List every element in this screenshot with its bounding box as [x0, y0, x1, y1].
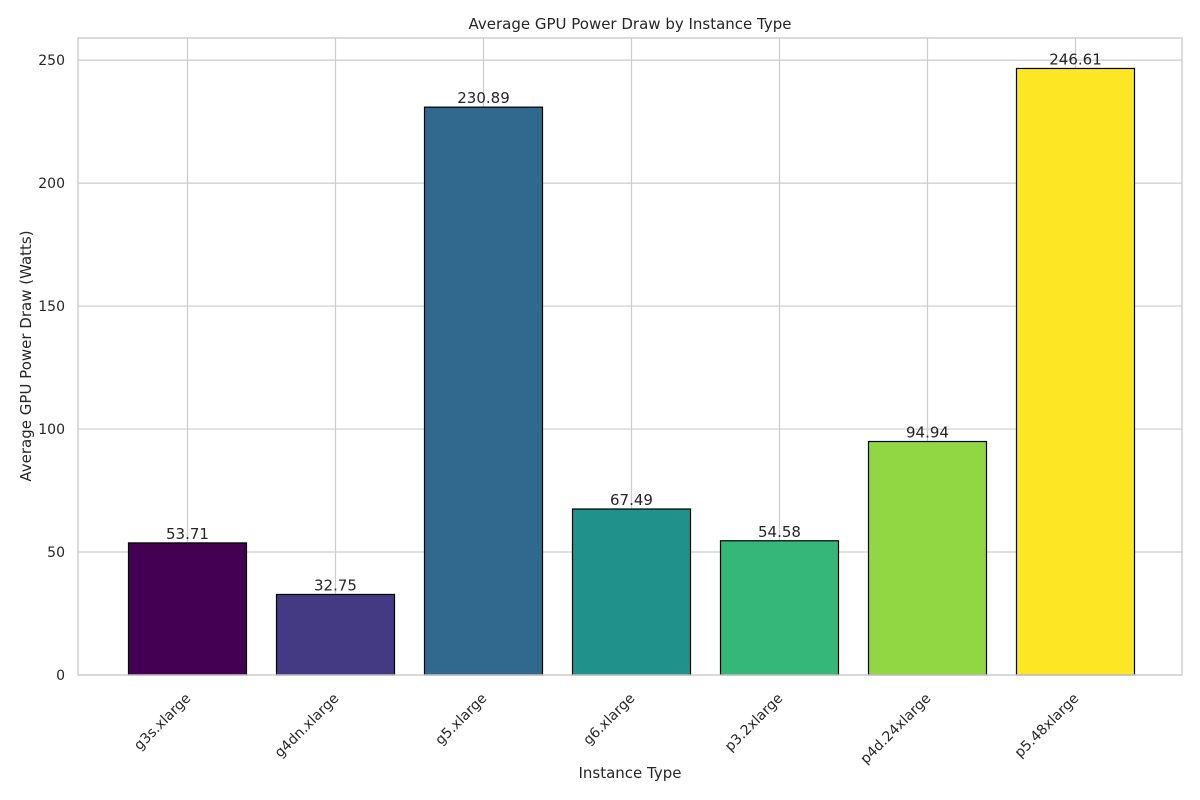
chart-title: Average GPU Power Draw by Instance Type: [468, 15, 791, 33]
plot-frame: [77, 37, 1183, 676]
bar: [275, 593, 396, 676]
bar: [571, 508, 692, 676]
bars: [127, 67, 1136, 676]
bar-value-label: 246.61: [1049, 50, 1102, 68]
y-axis-title: Average GPU Power Draw (Watts): [17, 230, 35, 481]
bar-value-label: 54.58: [758, 523, 801, 541]
bar-value-label: 67.49: [610, 491, 653, 509]
x-tick-label: g4dn.xlarge: [272, 691, 343, 762]
x-axis-title: Instance Type: [578, 764, 681, 782]
data-labels: 53.71 32.75 230.89 67.49 54.58 94.94 246.61: [166, 50, 1102, 594]
bar: [867, 440, 988, 676]
x-tick-label: p4d.24xlarge: [857, 691, 934, 768]
x-tick-label: p3.2xlarge: [722, 691, 786, 755]
y-tick-label: 0: [56, 668, 65, 684]
bar-value-label: 94.94: [906, 423, 949, 441]
x-tick-label: g5.xlarge: [432, 691, 490, 749]
x-tick-label: p5.48xlarge: [1012, 691, 1083, 762]
bar: [719, 540, 840, 676]
y-axis: 0 50 100 150 200 250: [38, 53, 65, 684]
y-tick-label: 150: [38, 299, 65, 315]
y-tick-label: 50: [47, 545, 65, 561]
bar-value-label: 53.71: [166, 525, 209, 543]
bar: [423, 106, 544, 676]
bar-value-label: 32.75: [314, 576, 357, 594]
y-tick-label: 100: [38, 422, 65, 438]
bar: [127, 542, 248, 676]
bar-value-label: 230.89: [457, 89, 510, 107]
x-tick-label: g6.xlarge: [580, 691, 638, 749]
bar: [1015, 67, 1136, 676]
x-axis: g3s.xlarge g4dn.xlarge g5.xlarge g6.xlarge p…: [131, 691, 1082, 768]
y-tick-label: 200: [38, 176, 65, 192]
y-tick-label: 250: [38, 53, 65, 69]
x-tick-label: g3s.xlarge: [131, 691, 194, 754]
